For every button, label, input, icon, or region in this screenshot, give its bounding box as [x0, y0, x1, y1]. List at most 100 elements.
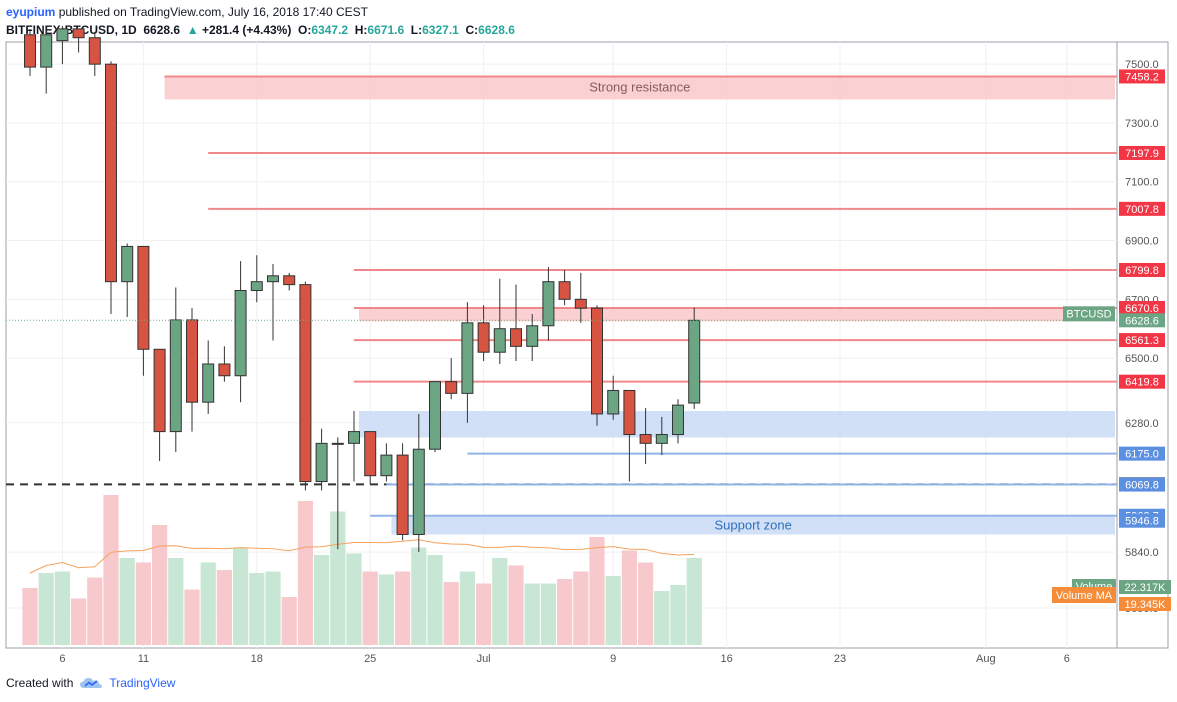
chart-frame [5, 41, 1169, 649]
tradingview-link[interactable]: TradingView [79, 676, 175, 690]
candle-down [186, 319, 198, 403]
volume-bar [103, 495, 119, 645]
y-tick-label: 5840.0 [1125, 547, 1159, 559]
candle-down [510, 328, 522, 347]
volume-bar [346, 553, 362, 645]
y-tick-label: 7500.0 [1125, 59, 1159, 71]
level-badge [1119, 513, 1165, 528]
candle-up [250, 281, 263, 292]
x-tick-label: 6 [1064, 653, 1070, 665]
level-badge [1119, 145, 1165, 160]
candle-down [24, 34, 36, 68]
candle-up [461, 322, 474, 394]
volume-bar [362, 571, 378, 645]
candle-up [331, 442, 344, 445]
level-badge-label: 6069.8 [1125, 480, 1159, 492]
level-badge-label: 7007.8 [1125, 204, 1159, 216]
ohlc-line: BITFINEX:BTCUSD, 1D 6628.6 ▲ +281.4 (+4.… [6, 23, 515, 37]
candle-down [72, 28, 85, 39]
level-badge-label: 6799.8 [1125, 265, 1159, 277]
volume-bar [476, 583, 492, 645]
change-value: +281.4 (+4.43%) [201, 23, 292, 37]
level-badge [1119, 333, 1165, 348]
volume-bar [314, 555, 330, 645]
symbol-label: BITFINEX:BTCUSD, 1D [6, 23, 137, 37]
publish-line: eyupium published on TradingView.com, Ju… [6, 5, 368, 19]
candle-down [88, 37, 101, 65]
volume-bar [589, 537, 605, 645]
candle-down [105, 63, 117, 283]
volume-value-label: 22.317K [1125, 582, 1167, 594]
y-tick-label: 6900.0 [1125, 236, 1159, 248]
candle-up [688, 319, 701, 404]
symbol-tag [1063, 306, 1115, 322]
volume-bar [378, 574, 394, 645]
candle-down [137, 245, 150, 350]
candle-up [429, 381, 441, 450]
open-label: O: [298, 23, 312, 37]
volume-bar [265, 571, 281, 645]
volume-value-badge [1119, 580, 1171, 594]
candle-up [202, 363, 215, 403]
volume-bar [411, 547, 427, 645]
candle-up [40, 34, 53, 68]
level-badge [1119, 300, 1165, 315]
candle-up [121, 245, 134, 283]
candle-up [169, 319, 182, 433]
price-zone [359, 308, 1115, 322]
level-badge-label: 6670.6 [1125, 303, 1159, 315]
x-tick-label: 18 [251, 653, 263, 665]
price-chart[interactable]: Strong resistance Support zone 7500.0 7300.… [0, 0, 1177, 670]
y-tick-label: 6500.0 [1125, 353, 1159, 365]
footer: Created with TradingView [6, 676, 175, 690]
chart-header: eyupium published on TradingView.com, Ju… [6, 0, 1166, 42]
candle-up [348, 431, 360, 444]
volume-bar [200, 562, 216, 645]
x-tick-label: Jul [477, 653, 491, 665]
volume-ma-value-label: 19.345K [1125, 599, 1167, 611]
candle-down [396, 454, 409, 535]
volume-bar [297, 501, 313, 645]
candle-up [234, 290, 247, 377]
candle-down [364, 431, 377, 477]
volume-bar [605, 576, 621, 645]
volume-bar [540, 583, 556, 645]
high-value: 6671.6 [367, 23, 405, 37]
x-tick-label: 16 [720, 653, 732, 665]
volume-bar [168, 558, 184, 645]
volume-bar [233, 547, 249, 645]
symbol-tag-label: BTCUSD [1066, 308, 1111, 320]
volume-bar [573, 571, 589, 645]
created-with-text: Created with [6, 676, 74, 690]
level-badge [1119, 477, 1165, 492]
candle-down [283, 275, 296, 286]
volume-bar [621, 550, 637, 645]
volume-bar [492, 558, 508, 645]
up-arrow-icon: ▲ [186, 23, 199, 37]
author-link[interactable]: eyupium [6, 5, 56, 19]
candle-down [477, 322, 490, 353]
volume-bar [508, 565, 524, 645]
volume-bar [249, 573, 265, 645]
volume-bar [670, 585, 686, 645]
candle-down [218, 363, 231, 377]
candle-down [299, 284, 312, 483]
price-zone [359, 411, 1115, 438]
candle-up [315, 442, 328, 483]
volume-bar [216, 570, 232, 645]
candle-down [574, 298, 587, 309]
level-badge-label: 6175.0 [1125, 449, 1159, 461]
level-badge-label: 6419.8 [1125, 377, 1159, 389]
high-label: H: [354, 23, 368, 37]
volume-bar [459, 571, 475, 645]
zone-label: Support zone [715, 518, 792, 533]
volume-bar [281, 597, 297, 645]
candle-down [591, 307, 603, 415]
level-badge-label: 6561.3 [1125, 335, 1159, 347]
level-badge-label: 7197.9 [1125, 148, 1159, 160]
published-text: published on TradingView.com, July 16, 2… [58, 5, 368, 19]
volume-bar [71, 598, 87, 645]
volume-bar [654, 591, 670, 645]
level-badge [1119, 201, 1165, 216]
volume-bar [119, 558, 135, 645]
